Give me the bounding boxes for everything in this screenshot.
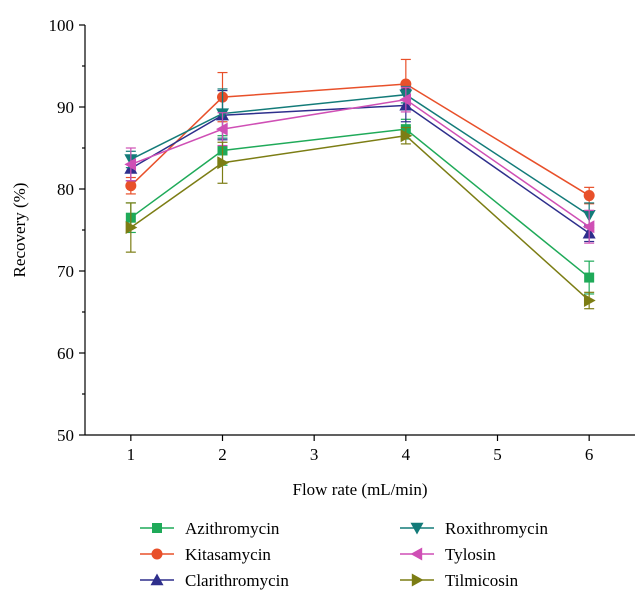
y-tick-label: 60 (57, 344, 74, 363)
series-clarithromycin (124, 88, 596, 243)
series-line (130, 104, 590, 234)
legend: Azithromycin Kitasamycin Clarithromycin Rox… (140, 519, 548, 590)
legend-label: Azithromycin (185, 519, 280, 538)
data-point (125, 221, 138, 235)
legend-item: Azithromycin (140, 519, 280, 538)
series-tilmicosin (125, 126, 596, 310)
series-line (130, 98, 590, 228)
legend-label: Tylosin (445, 545, 496, 564)
x-tick-label: 3 (310, 445, 319, 464)
data-point (125, 180, 137, 192)
legend-item: Tylosin (400, 545, 496, 564)
legend-marker (151, 548, 163, 560)
data-point (582, 220, 595, 234)
legend-item: Tilmicosin (400, 571, 519, 590)
y-tick-label: 100 (49, 16, 75, 35)
series-tylosin (124, 86, 595, 244)
series-line (130, 134, 590, 302)
legend-item: Roxithromycin (400, 519, 548, 538)
data-point (400, 129, 413, 143)
plot-series (124, 58, 596, 310)
legend-label: Tilmicosin (445, 571, 519, 590)
data-point (583, 294, 596, 308)
x-tick-label: 2 (218, 445, 227, 464)
legend-marker (410, 547, 423, 561)
data-point (217, 156, 229, 170)
x-ticks: 1 2 3 4 5 6 (127, 435, 594, 464)
series-azithromycin (125, 118, 595, 295)
data-point (124, 157, 137, 171)
y-tick-label: 50 (57, 426, 74, 445)
legend-item: Kitasamycin (140, 545, 271, 564)
y-tick-label: 70 (57, 262, 74, 281)
y-axis-title: Recovery (%) (10, 183, 29, 278)
legend-label: Kitasamycin (185, 545, 271, 564)
x-tick-label: 1 (127, 445, 136, 464)
series-line (130, 93, 590, 216)
legend-label: Clarithromycin (185, 571, 289, 590)
x-tick-label: 6 (585, 445, 594, 464)
x-tick-label: 4 (402, 445, 411, 464)
x-tick-label: 5 (493, 445, 502, 464)
data-point (399, 93, 412, 107)
legend-marker (150, 573, 164, 586)
legend-marker (410, 522, 424, 535)
series-line (130, 128, 590, 279)
y-tick-label: 80 (57, 180, 74, 199)
legend-marker (411, 573, 424, 587)
axes (84, 25, 635, 436)
legend-marker (152, 523, 162, 533)
data-point (216, 122, 228, 136)
data-point (583, 190, 595, 202)
legend-item: Clarithromycin (140, 571, 289, 590)
y-ticks: 50 60 70 80 90 100 (49, 16, 85, 445)
x-axis-title: Flow rate (mL/min) (292, 480, 427, 499)
legend-label: Roxithromycin (445, 519, 548, 538)
data-point (584, 272, 595, 283)
y-tick-label: 90 (57, 98, 74, 117)
